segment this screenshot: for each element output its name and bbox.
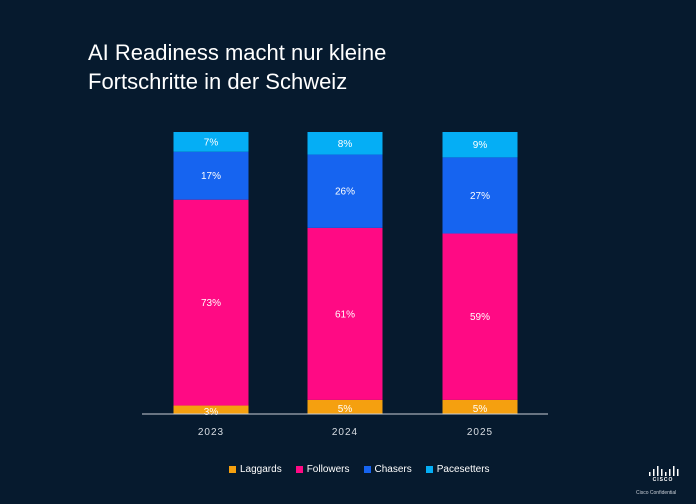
data-label-pacesetters-2025: 9% bbox=[473, 140, 488, 151]
title-line-1: AI Readiness macht nur kleine bbox=[88, 40, 387, 65]
data-label-pacesetters-2024: 8% bbox=[338, 139, 353, 150]
data-label-followers-2023: 73% bbox=[201, 298, 221, 309]
data-label-followers-2025: 59% bbox=[470, 312, 490, 323]
bar-segment-followers-2025 bbox=[442, 233, 518, 400]
data-label-pacesetters-2023: 7% bbox=[204, 137, 219, 148]
x-tick-label-2023: 2023 bbox=[198, 427, 224, 438]
bar-segment-followers-2024 bbox=[307, 227, 383, 400]
data-label-laggards-2023: 3% bbox=[204, 407, 219, 418]
data-label-chasers-2023: 17% bbox=[201, 171, 221, 182]
legend-swatch-chasers bbox=[363, 466, 371, 473]
bar-segment-pacesetters-2024 bbox=[307, 132, 383, 155]
legend-item-pacesetters: Pacesetters bbox=[425, 464, 490, 475]
bar-segment-pacesetters-2025 bbox=[442, 132, 518, 158]
confidential-note: Cisco Confidential bbox=[636, 490, 677, 496]
bar-segment-laggards-2024 bbox=[307, 399, 383, 414]
data-label-laggards-2025: 5% bbox=[473, 404, 488, 415]
legend-swatch-pacesetters bbox=[425, 466, 433, 473]
data-label-followers-2024: 61% bbox=[335, 309, 355, 320]
bar-segment-laggards-2023 bbox=[173, 405, 249, 414]
x-tick-label-2025: 2025 bbox=[467, 427, 493, 438]
bar-segment-pacesetters-2023 bbox=[173, 132, 249, 152]
legend-label-pacesetters: Pacesetters bbox=[436, 464, 490, 475]
legend-label-chasers: Chasers bbox=[374, 464, 412, 475]
legend-item-laggards: Laggards bbox=[229, 464, 282, 475]
x-tick-label-2024: 2024 bbox=[332, 427, 358, 438]
legend-label-followers: Followers bbox=[306, 464, 350, 475]
legend-swatch-followers bbox=[295, 466, 303, 473]
chart-legend: Laggards Followers Chasers Pacesetters bbox=[229, 464, 490, 475]
cisco-logo-text: CISCO bbox=[652, 477, 674, 483]
legend-item-chasers: Chasers bbox=[363, 464, 412, 475]
bar-segment-laggards-2025 bbox=[442, 399, 518, 414]
legend-label-laggards: Laggards bbox=[240, 464, 282, 475]
data-label-chasers-2025: 27% bbox=[470, 191, 490, 202]
bar-segment-followers-2023 bbox=[173, 199, 249, 406]
legend-swatch-laggards bbox=[229, 466, 236, 473]
bar-segment-chasers-2025 bbox=[442, 157, 518, 234]
cisco-logo-bars-icon bbox=[649, 466, 679, 476]
data-label-laggards-2024: 5% bbox=[338, 404, 353, 415]
chart-title: AI Readiness macht nur kleine Fortschrit… bbox=[88, 38, 528, 96]
legend-item-followers: Followers bbox=[295, 464, 350, 475]
data-label-chasers-2024: 26% bbox=[335, 187, 355, 198]
title-line-2: Fortschritte in der Schweiz bbox=[88, 69, 348, 94]
bar-segment-chasers-2024 bbox=[307, 154, 383, 228]
cisco-logo: CISCO bbox=[645, 465, 681, 489]
bar-segment-chasers-2023 bbox=[173, 151, 249, 200]
